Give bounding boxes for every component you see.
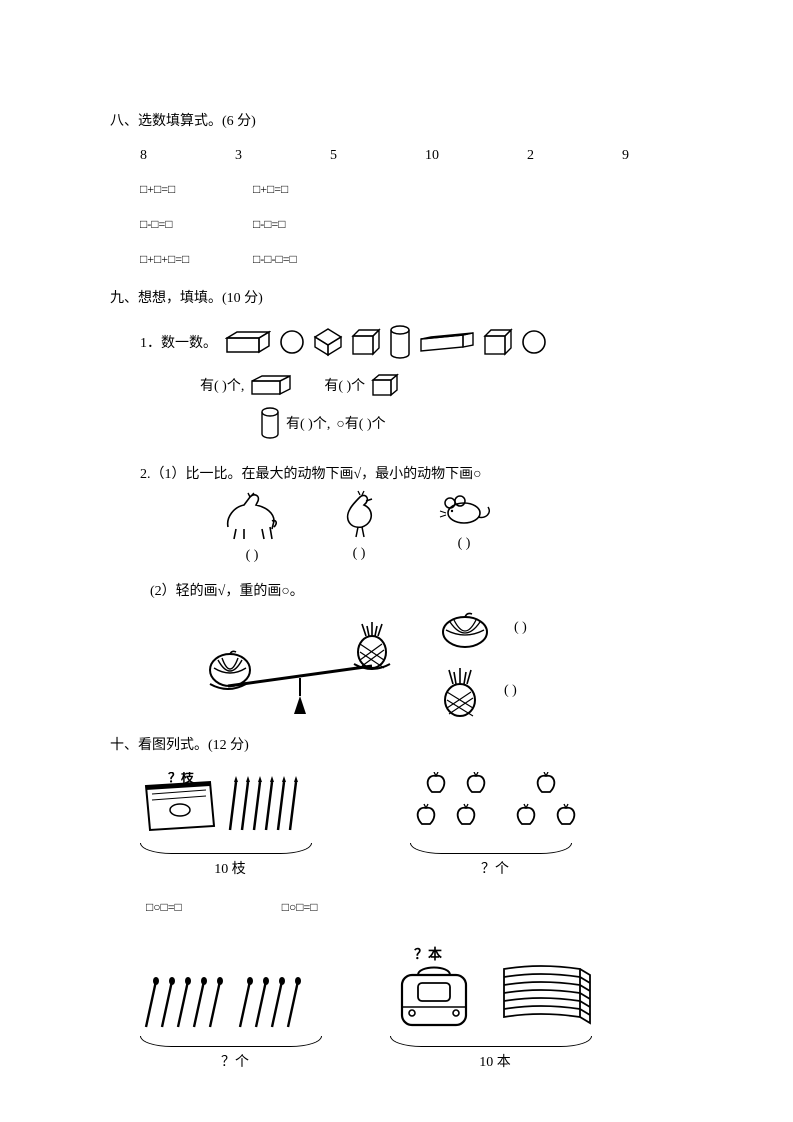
book-pencils-icon: ？枝 (140, 772, 320, 842)
chicken-icon (334, 489, 384, 539)
fig-row-2: ？个 ？本 (140, 945, 693, 1071)
sticks-icon (140, 975, 330, 1035)
cylinder-icon (389, 325, 411, 359)
q9-2a: 2.（1）比一比。在最大的动物下画√，最小的动物下画○ ( ) ( ) (140, 463, 693, 564)
section-10-title: 十、看图列式。(12 分) (110, 734, 693, 754)
circle-icon (279, 329, 305, 355)
count-text-1a: 有( )个, (200, 375, 244, 395)
cuboid-small-icon (250, 374, 292, 396)
expr10-2: □○□=□ (282, 900, 318, 915)
mouse-icon (434, 489, 494, 529)
q9-1: 1．数一数。 (140, 325, 693, 439)
expr-0-1: □+□=□ (253, 182, 363, 197)
cuboid-icon (225, 330, 271, 354)
label-10zhi: 10 枝 (140, 858, 320, 878)
paren-1: ( ) (220, 548, 284, 564)
count-text-1b: 有( )个 (324, 375, 365, 395)
cube-icon (351, 328, 381, 356)
circle2-icon (521, 329, 547, 355)
section-8-title: 八、选数填算式。(6 分) (110, 110, 693, 130)
expr-row-10: □○□=□ □○□=□ (146, 900, 693, 915)
label-ge-q2: ？个 (140, 1051, 330, 1071)
cube-small-icon (371, 373, 399, 397)
cuboid2-icon (419, 331, 475, 353)
num-3: 10 (425, 148, 439, 164)
peaches-icon (410, 772, 580, 842)
num-5: 9 (622, 148, 629, 164)
expr-row-1: □-□=□ □-□=□ (140, 217, 693, 232)
pineapple-icon (440, 664, 480, 718)
count-text-2a: 有( )个, (286, 413, 330, 433)
num-2: 5 (330, 148, 337, 164)
num-0: 8 (140, 148, 147, 164)
balance-scale-icon (200, 608, 400, 718)
num-4: 2 (527, 148, 534, 164)
bag-books-icon: ？本 (390, 945, 600, 1035)
label-ge-q: ？个 (410, 858, 580, 878)
expr-2-1: □-□-□=□ (253, 252, 363, 267)
expr-0-0: □+□=□ (140, 182, 250, 197)
paren-w1: ( ) (514, 620, 527, 636)
horse-icon (220, 489, 284, 541)
count-text-2b: ○有( )个 (336, 413, 385, 433)
ben-q-label: ？本 (414, 946, 443, 963)
number-row: 8 3 5 10 2 9 (140, 148, 693, 164)
q9-2a-label: 2.（1）比一比。在最大的动物下画√，最小的动物下画○ (140, 463, 693, 483)
section-9-title: 九、想想，填填。(10 分) (110, 287, 693, 307)
pumpkin-icon (440, 608, 490, 648)
zhi-q-label: ？枝 (168, 772, 195, 785)
paren-3: ( ) (434, 536, 494, 552)
expr10-1: □○□=□ (146, 900, 182, 915)
expr-row-2: □+□+□=□ □-□-□=□ (140, 252, 693, 267)
paren-2: ( ) (334, 546, 384, 562)
cylinder-small-icon (260, 407, 280, 439)
q9-2b-label: (2）轻的画√，重的画○。 (150, 580, 693, 600)
cube2-icon (483, 328, 513, 356)
paren-w2: ( ) (504, 683, 517, 699)
label-10ben: 10 本 (390, 1051, 600, 1071)
fig-row-1: ？枝 10 枝 (140, 772, 693, 878)
expr-2-0: □+□+□=□ (140, 252, 250, 267)
q9-2b: (2）轻的画√，重的画○。 (140, 580, 693, 718)
expr-row-0: □+□=□ □+□=□ (140, 182, 693, 197)
expr-1-0: □-□=□ (140, 217, 250, 232)
q9-1-label: 1．数一数。 (140, 332, 217, 352)
expr-1-1: □-□=□ (253, 217, 363, 232)
num-1: 3 (235, 148, 242, 164)
cube-tilt-icon (313, 327, 343, 357)
